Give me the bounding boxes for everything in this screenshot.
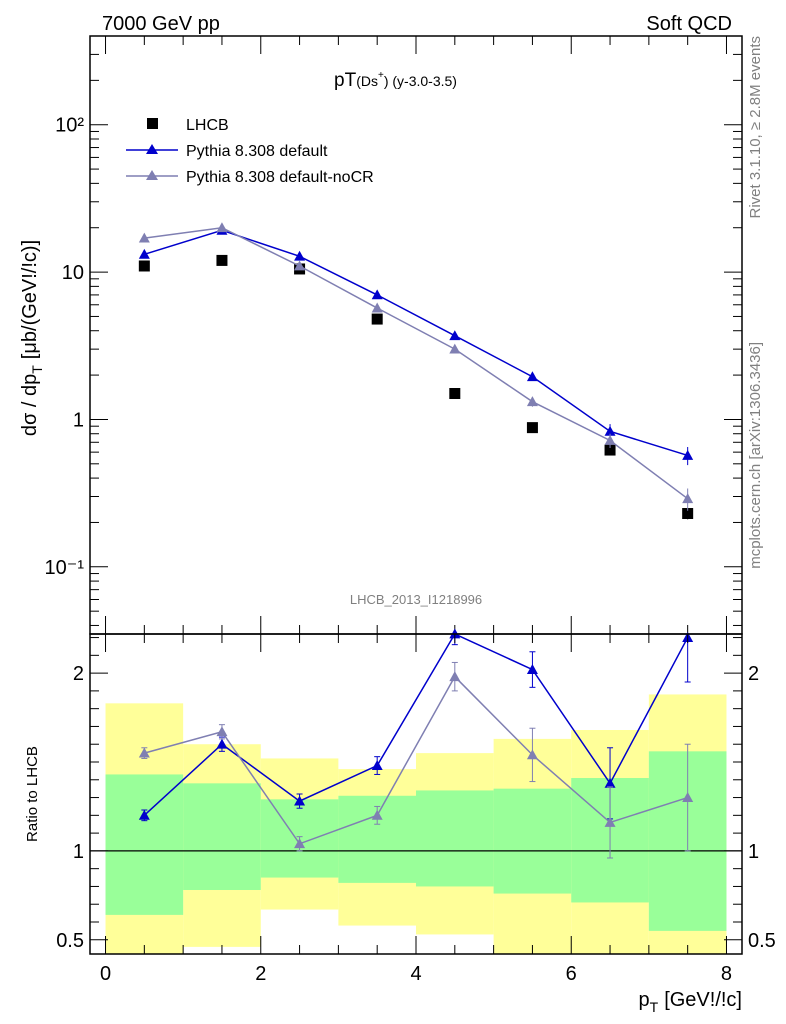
ratio-y-tick-label-right: 1: [748, 841, 759, 863]
ratio-band-green: [105, 774, 184, 915]
ratio-y-tick-label-left: 2: [73, 663, 84, 685]
ratio-x-tick-label: 2: [255, 963, 266, 985]
main-data-point: [526, 422, 538, 434]
main-mc-point: [216, 222, 228, 233]
ratio-x-tick-label: 0: [100, 963, 111, 985]
main-y-tick-label: 10²: [55, 115, 84, 137]
ratio-mc-point: [216, 738, 228, 749]
ratio-series-1: [138, 661, 694, 859]
main-title: pT(Ds+) (y-3.0-3.5): [334, 70, 457, 91]
ratio-x-label: pT [GeV!/!c]: [639, 989, 743, 1015]
ratio-x-label-main: p: [639, 989, 650, 1011]
legend-label-default: Pythia 8.308 default: [186, 143, 328, 160]
ratio-plot-area: [90, 628, 742, 954]
main-mc-point: [371, 302, 383, 313]
main-mc-point: [604, 425, 616, 436]
ratio-band-green: [416, 790, 494, 887]
main-mc-point: [371, 289, 383, 300]
ratio-y-ticks: 0.5 0.5 1 1 2 2: [56, 637, 776, 952]
main-mc-point: [294, 250, 306, 261]
main-series-line: [144, 226, 689, 500]
ratio-mc-point: [371, 760, 383, 770]
ratio-mc-point: [604, 777, 616, 788]
legend-marker-nocr: [146, 170, 158, 180]
ratio-y-tick-label-left: 1: [73, 841, 84, 863]
main-mc-point: [138, 248, 150, 259]
ratio-x-label-sub: T: [650, 999, 659, 1015]
legend-marker-lhcb: [147, 118, 158, 129]
header-left: 7000 GeV pp: [102, 13, 220, 35]
ratio-y-tick-label-right: 0.5: [748, 930, 776, 952]
legend-marker-default: [146, 144, 158, 154]
main-title-tail: ) (y-3.0-3.5): [384, 73, 457, 89]
ratio-series-line: [144, 675, 688, 845]
ratio-mc-point: [294, 838, 306, 849]
ratio-mc-point: [526, 664, 538, 674]
ratio-x-tick-label: 8: [721, 963, 732, 985]
main-title-sub: (Ds: [356, 73, 378, 89]
main-mc-point: [682, 493, 694, 504]
legend: LHCB Pythia 8.308 default Pythia 8.308 d…: [126, 117, 374, 186]
ratio-mc-point: [138, 809, 150, 820]
legend-label-lhcb: LHCB: [186, 117, 229, 134]
ratio-mc-point: [216, 726, 228, 737]
main-y-tick-label: 10: [62, 262, 84, 284]
ratio-series-line: [143, 633, 689, 816]
main-series-0: [138, 254, 694, 520]
main-data-point: [371, 313, 383, 325]
main-mc-point: [682, 449, 694, 460]
main-data-point: [138, 260, 150, 272]
ratio-mc-point: [294, 795, 306, 806]
ratio-band-green: [493, 788, 572, 894]
ratio-mc-point: [526, 749, 538, 760]
ratio-x-tick-label: 6: [566, 963, 577, 985]
ratio-x-label-unit: [GeV!/!c]: [664, 989, 742, 1011]
header-right: Soft QCD: [646, 13, 732, 35]
main-data-point: [449, 387, 461, 399]
ratio-y-label: Ratio to LHCB: [24, 746, 41, 842]
main-mc-point: [526, 396, 538, 407]
main-mc-point: [526, 371, 538, 382]
main-y-label: dσ / dpT [μb/(GeV!/!c)]: [19, 240, 45, 436]
main-y-ticks: 10⁻¹ 1 10 10²: [45, 35, 742, 626]
main-mc-point: [604, 434, 616, 445]
main-data-point: [682, 508, 694, 520]
rivet-label: Rivet 3.1.10, ≥ 2.8M events: [747, 36, 764, 219]
analysis-tag: LHCB_2013_I1218996: [350, 592, 482, 607]
main-mc-point: [449, 343, 461, 354]
main-title-main: pT: [334, 70, 357, 91]
legend-label-nocr: Pythia 8.308 default-noCR: [186, 169, 374, 186]
ratio-y-tick-label-left: 0.5: [56, 930, 84, 952]
main-y-label-sub: T: [29, 365, 45, 374]
main-y-tick-label: 10⁻¹: [45, 557, 85, 579]
main-data-point: [604, 444, 616, 456]
main-plot-area: [138, 222, 694, 520]
mcplots-label: mcplots.cern.ch [arXiv:1306.3436]: [747, 342, 764, 569]
main-data-point: [216, 254, 228, 266]
main-mc-point: [138, 232, 150, 243]
main-y-label-main: dσ / dp: [19, 374, 41, 436]
main-y-tick-label: 1: [73, 409, 84, 431]
ratio-mc-point: [138, 747, 150, 758]
ratio-mc-point: [682, 792, 694, 802]
ratio-mc-point: [604, 816, 616, 827]
main-title-sup: +: [378, 70, 384, 81]
ratio-y-tick-label-right: 2: [748, 663, 759, 685]
ratio-x-ticks: 0 2 4 6 8: [100, 634, 732, 985]
main-mc-point: [449, 330, 461, 341]
ratio-mc-point: [449, 671, 461, 682]
ratio-x-tick-label: 4: [410, 963, 421, 985]
ratio-mc-point: [371, 809, 383, 820]
main-panel: 10⁻¹ 1 10 10² pT(Ds+) (y-3.0-3.5) LHCB_2013…: [19, 35, 743, 635]
ratio-panel: 0.5 0.5 1 1 2 2 0 2 4 6 8 Ratio to LHCB pT [GeV!/!…: [24, 628, 776, 1015]
main-series-2: [138, 222, 694, 511]
main-mc-point: [294, 260, 306, 271]
main-y-label-unit: [μb/(GeV!/!c)]: [19, 240, 41, 359]
ratio-band-green: [183, 783, 261, 890]
